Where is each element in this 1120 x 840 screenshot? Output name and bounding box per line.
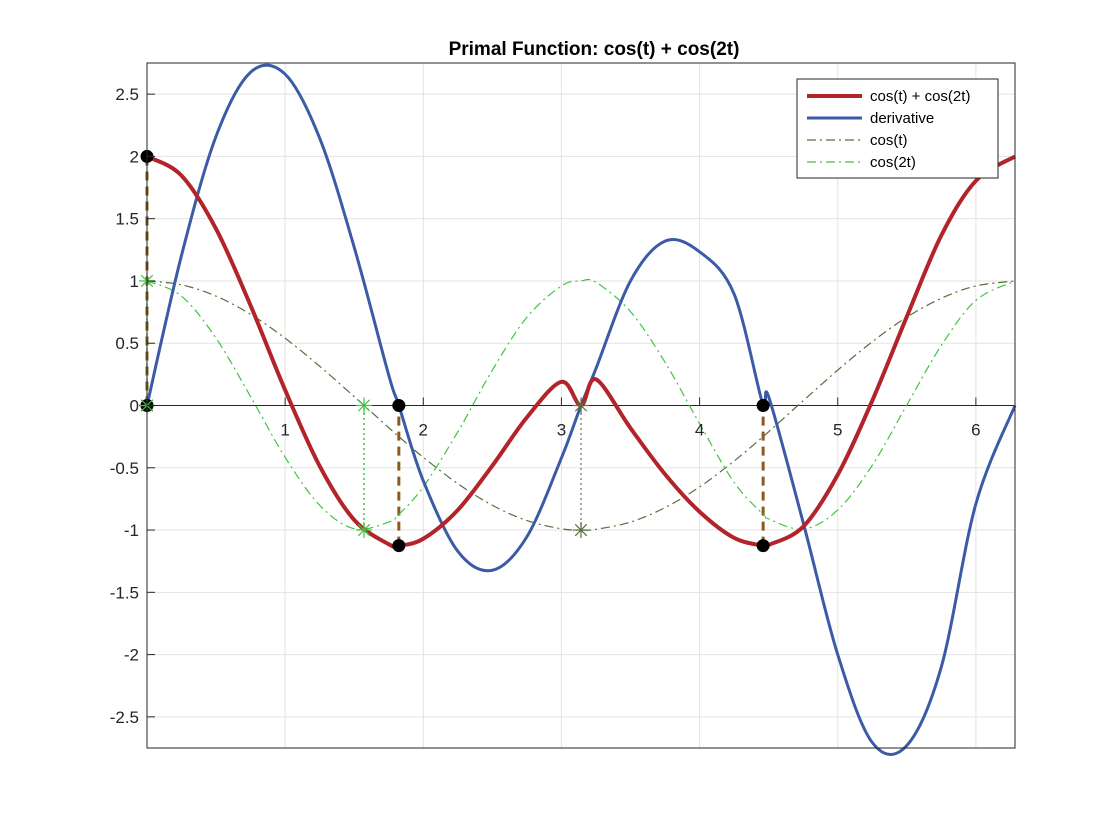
component-star-marker (356, 397, 372, 414)
y-tick-label: 0.5 (115, 334, 139, 353)
x-tick-label: 2 (419, 421, 428, 440)
y-tick-label: 2 (130, 147, 139, 166)
component-star-marker (573, 522, 589, 539)
extremum-marker (756, 399, 770, 412)
x-tick-label: 3 (557, 421, 566, 440)
legend-label-2: cos(t) (870, 132, 908, 149)
legend-label-1: derivative (870, 110, 934, 127)
legend-label-0: cos(t) + cos(2t) (870, 88, 970, 105)
axis-ticks: 1 2 3 4 5 6 2.5 2 1.5 1 0.5 0 -0.5 -1 -1.5 -2 -2.5 (110, 85, 981, 727)
extremum-marker (756, 539, 770, 553)
y-tick-label: -1.5 (110, 583, 139, 602)
y-tick-label: -1 (124, 521, 139, 540)
legend-label-3: cos(2t) (870, 154, 916, 171)
x-tick-label: 5 (833, 421, 842, 440)
extremum-marker (392, 399, 406, 412)
x-tick-label: 1 (280, 421, 289, 440)
x-tick-label: 4 (695, 421, 704, 440)
y-tick-label: 1.5 (115, 210, 139, 229)
x-tick-label: 6 (971, 421, 980, 440)
component-star-marker (356, 522, 372, 539)
marked-points (139, 149, 770, 553)
extremum-marker (392, 539, 406, 553)
component-star-marker (573, 397, 589, 414)
y-tick-label: 1 (130, 272, 139, 291)
chart-title: Primal Function: cos(t) + cos(2t) (449, 39, 740, 60)
y-tick-label: -2.5 (110, 708, 139, 727)
y-tick-label: -0.5 (110, 459, 139, 478)
y-tick-label: 2.5 (115, 85, 139, 104)
y-tick-label: 0 (130, 397, 139, 416)
y-tick-label: -2 (124, 646, 139, 665)
series-line-3 (146, 278, 1016, 531)
legend: cos(t) + cos(2t) derivative cos(t) cos(2t) (796, 78, 999, 179)
